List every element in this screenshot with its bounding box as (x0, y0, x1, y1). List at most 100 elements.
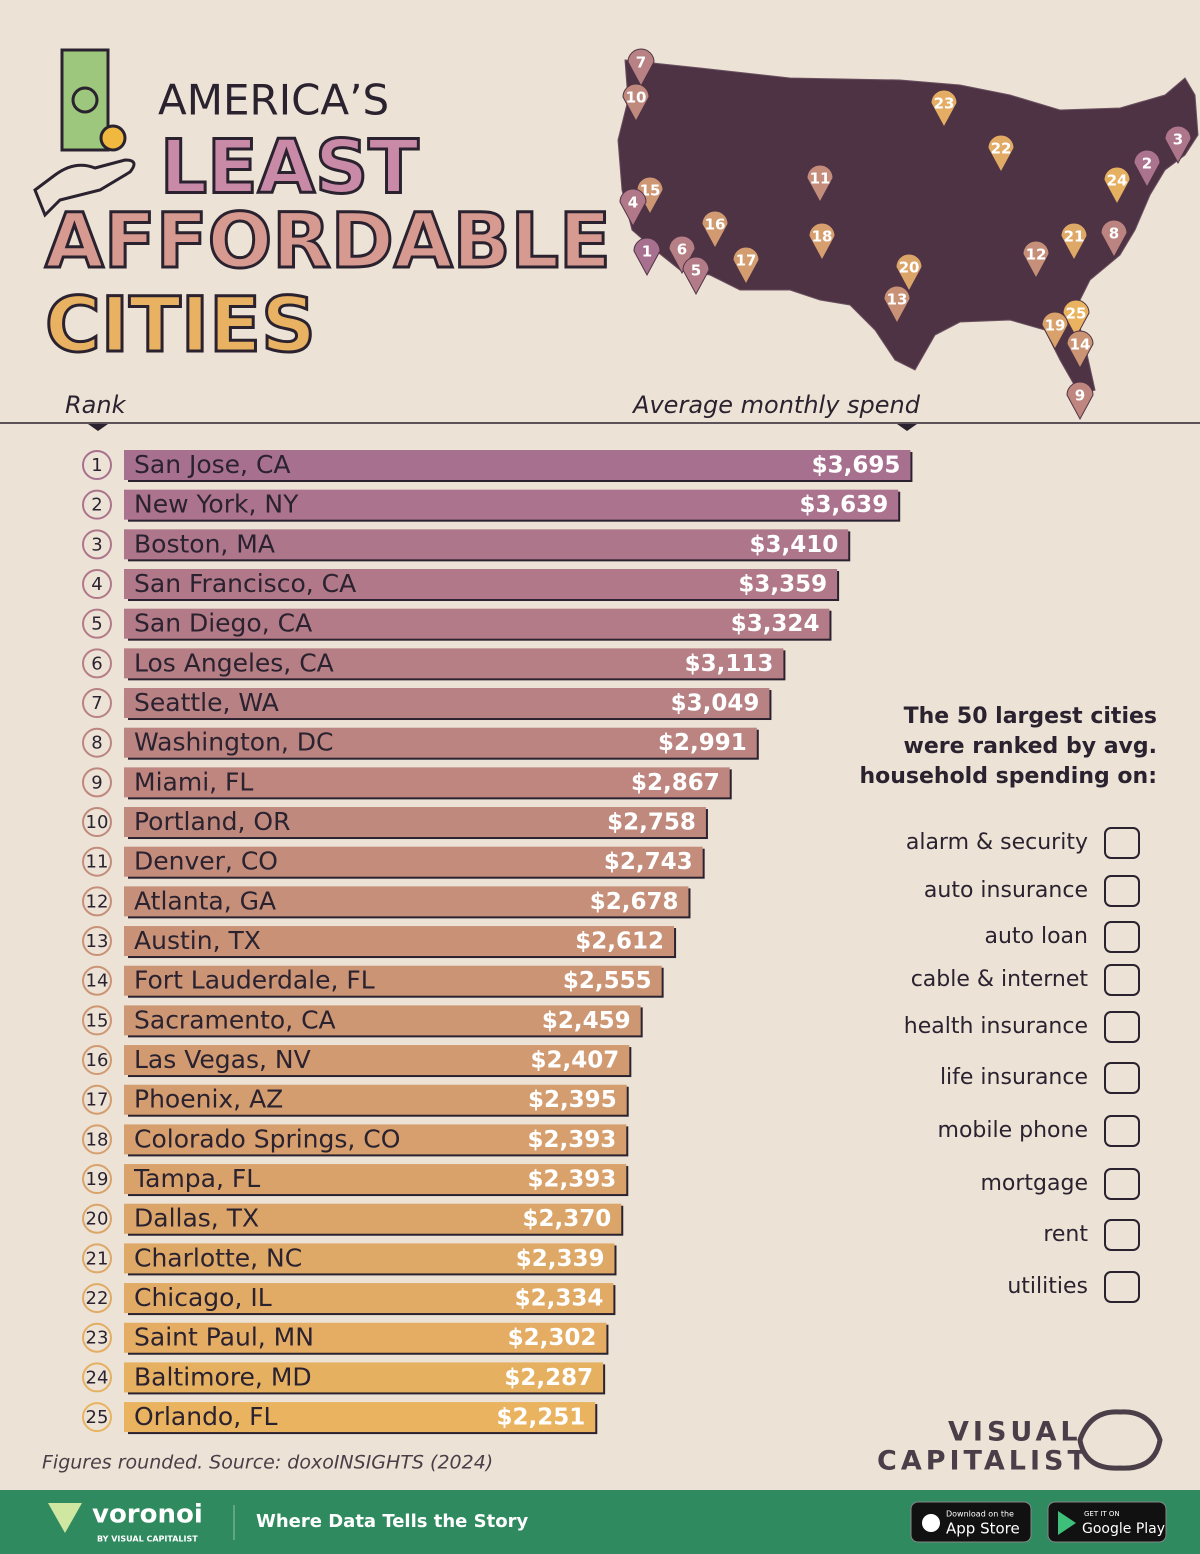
spending-item: mobile phone (938, 1118, 1088, 1143)
city-label: San Diego, CA (134, 609, 312, 638)
map-pin (1103, 166, 1131, 206)
rank: 14 (86, 971, 109, 992)
rank-circle (82, 1124, 112, 1155)
value-label: $3,359 (738, 572, 827, 598)
brand: VISUAL (948, 1417, 1082, 1448)
bar (124, 1322, 607, 1353)
rank: 2 (91, 495, 102, 516)
value-label: $3,639 (799, 492, 888, 518)
rank: 22 (86, 1288, 109, 1309)
map-pin (1164, 125, 1192, 165)
rank-circle (82, 1084, 112, 1115)
rank-circle (82, 1322, 112, 1353)
bar (124, 608, 830, 639)
map-pin-label: 7 (636, 54, 646, 72)
bar (124, 450, 911, 480)
city-label: Phoenix, AZ (134, 1085, 283, 1114)
map-pin-label: 4 (628, 194, 638, 212)
value-label: $2,407 (531, 1048, 620, 1074)
map-pin (622, 83, 650, 123)
map-pin-label: 20 (899, 259, 920, 277)
badge-bg[interactable] (1047, 1501, 1167, 1543)
spending-item: health insurance (904, 1014, 1088, 1039)
badge-text: Google Play (1082, 1521, 1165, 1537)
city-label: Las Vegas, NV (134, 1045, 311, 1074)
value-label: $2,370 (522, 1206, 611, 1232)
note-line: were ranked by avg. (904, 734, 1157, 759)
value-label: $3,113 (685, 651, 774, 677)
city-label: Saint Paul, MN (134, 1323, 314, 1352)
rank-circle (82, 450, 112, 480)
item-icon (1104, 1271, 1140, 1303)
rank: 19 (86, 1169, 109, 1190)
brand-logo (1077, 1409, 1163, 1471)
map-pin-label: 8 (1109, 225, 1119, 243)
value-label: $2,302 (508, 1325, 597, 1351)
bar (124, 1084, 627, 1115)
map-pin-label: 9 (1075, 387, 1085, 405)
value-label: $2,743 (604, 849, 693, 875)
map-pin (732, 246, 760, 286)
city-label: Washington, DC (134, 728, 334, 757)
map-pin-label: 12 (1026, 246, 1047, 264)
rank-circle (82, 529, 112, 560)
rank: 6 (91, 653, 102, 674)
map-pin (1100, 219, 1128, 259)
money-icon (33, 48, 136, 218)
bar (124, 1243, 615, 1274)
title-line: AFFORDABLE (45, 196, 611, 285)
source: Figures rounded. Source: doxoINSIGHTS (2… (42, 1452, 493, 1474)
rank: 25 (86, 1407, 109, 1428)
rank: 3 (91, 534, 102, 555)
rank-circle (82, 608, 112, 639)
map-pin-label: 16 (705, 216, 726, 234)
rank: 7 (91, 693, 102, 714)
rank: 15 (86, 1010, 109, 1031)
spending-item: alarm & security (906, 830, 1088, 855)
value-label: $2,991 (658, 730, 747, 756)
map-pin (1060, 222, 1088, 262)
map-pin (808, 222, 836, 262)
bar (124, 1283, 614, 1314)
rank: 20 (86, 1209, 109, 1230)
map-pin (930, 89, 958, 129)
bar (124, 1124, 627, 1155)
brand: CAPITALIST (877, 1446, 1090, 1477)
bar (124, 529, 849, 560)
map-pin (987, 134, 1015, 174)
value-label: $2,867 (631, 770, 720, 796)
app-store-badge[interactable]: Download on the App Store (910, 1501, 1032, 1543)
map-pin-label: 5 (691, 262, 701, 280)
map-pin-label: 24 (1107, 172, 1128, 190)
badge-bg[interactable] (910, 1501, 1032, 1543)
bar (124, 569, 838, 600)
item-icon (1104, 1115, 1140, 1147)
rank-circle (82, 965, 112, 996)
rank-circle (82, 886, 112, 917)
rank-circle (82, 1283, 112, 1314)
bar (124, 1164, 627, 1195)
rank: 21 (86, 1248, 109, 1269)
value-label: $2,395 (528, 1087, 617, 1113)
map-pin (1022, 240, 1050, 280)
map-pin (682, 256, 710, 296)
rank-circle (82, 1045, 112, 1076)
value-label: $2,251 (497, 1405, 586, 1431)
city-label: Dallas, TX (134, 1204, 259, 1233)
rank-circle (82, 1402, 112, 1433)
bar (124, 886, 689, 917)
rank-circle (82, 1005, 112, 1036)
google-play-badge[interactable]: GET IT ON Google Play (1047, 1501, 1167, 1543)
bars: 1 San Jose, CA $3,695 2 New York, NY $3,639 3 B… (82, 450, 913, 1435)
note-line: The 50 largest cities (904, 704, 1157, 729)
bar (124, 1362, 604, 1393)
value-label: $2,393 (528, 1127, 617, 1153)
bar (124, 807, 706, 838)
bar (124, 767, 730, 798)
rank-circle (82, 1203, 112, 1234)
bar (124, 1402, 596, 1433)
city-label: Portland, OR (134, 807, 290, 836)
map-pin (627, 48, 655, 88)
city-label: Tampa, FL (133, 1164, 260, 1193)
